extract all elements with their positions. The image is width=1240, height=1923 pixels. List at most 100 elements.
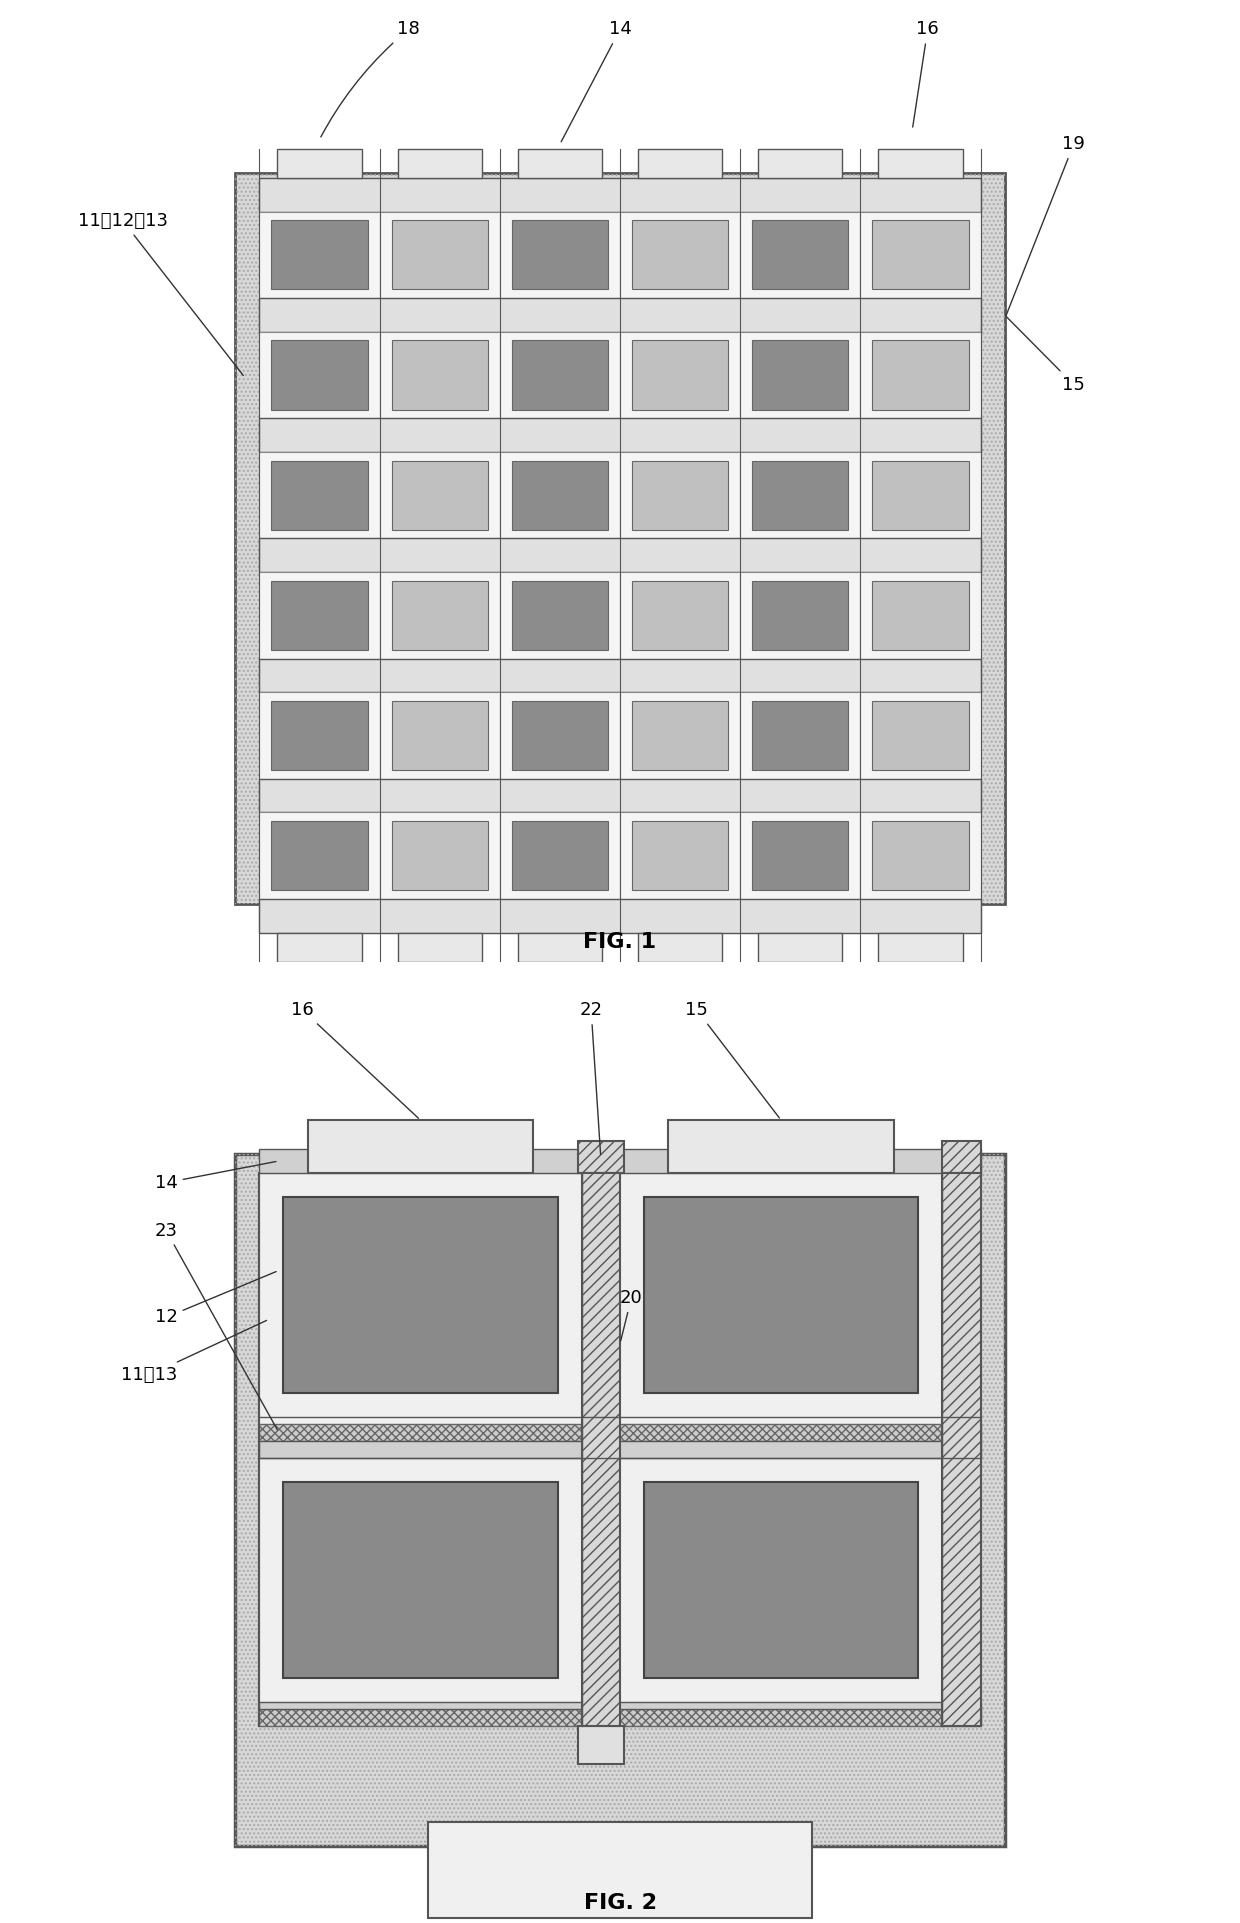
Bar: [272, 219, 367, 288]
Bar: [878, 148, 962, 177]
Bar: [668, 1119, 894, 1173]
Bar: [632, 340, 728, 410]
Text: FIG. 1: FIG. 1: [584, 933, 656, 952]
Bar: [236, 173, 1004, 904]
Bar: [518, 148, 601, 177]
Bar: [392, 821, 487, 890]
Bar: [392, 340, 487, 410]
Bar: [272, 821, 367, 890]
Bar: [259, 658, 981, 692]
Text: 15: 15: [686, 1002, 780, 1117]
Bar: [639, 933, 722, 962]
Bar: [518, 933, 601, 962]
Text: 15: 15: [1007, 317, 1085, 394]
Bar: [632, 700, 728, 769]
Bar: [942, 1140, 981, 1173]
Text: 14: 14: [155, 1161, 277, 1192]
Bar: [753, 821, 848, 890]
Bar: [512, 460, 608, 529]
Bar: [942, 1173, 981, 1727]
Bar: [873, 581, 968, 650]
Bar: [500, 212, 620, 298]
Bar: [500, 573, 620, 658]
Bar: [259, 212, 379, 298]
Bar: [873, 700, 968, 769]
Bar: [259, 1148, 981, 1173]
Bar: [758, 148, 842, 177]
Bar: [753, 460, 848, 529]
Bar: [878, 933, 962, 962]
Bar: [236, 1154, 1004, 1846]
Bar: [259, 1708, 981, 1727]
Bar: [620, 212, 740, 298]
Bar: [278, 148, 362, 177]
Bar: [259, 1423, 981, 1440]
Bar: [398, 148, 482, 177]
Bar: [620, 812, 740, 900]
Bar: [272, 340, 367, 410]
Text: 12: 12: [155, 1271, 277, 1327]
Bar: [753, 219, 848, 288]
Bar: [392, 581, 487, 650]
Bar: [620, 573, 740, 658]
Bar: [873, 460, 968, 529]
Bar: [861, 331, 981, 417]
Bar: [512, 821, 608, 890]
Bar: [259, 692, 379, 779]
Bar: [259, 573, 379, 658]
Text: 11、13: 11、13: [122, 1321, 267, 1385]
Bar: [392, 219, 487, 288]
Bar: [758, 933, 842, 962]
Text: 14: 14: [562, 21, 631, 142]
Bar: [272, 460, 367, 529]
Bar: [620, 452, 740, 538]
Bar: [236, 173, 1004, 904]
Text: 23: 23: [155, 1221, 278, 1429]
Bar: [379, 452, 500, 538]
Text: 19: 19: [1006, 135, 1085, 317]
Bar: [379, 692, 500, 779]
Bar: [500, 692, 620, 779]
Bar: [259, 538, 981, 573]
Bar: [512, 581, 608, 650]
Bar: [428, 1823, 812, 1919]
Bar: [259, 812, 379, 900]
Bar: [259, 1440, 981, 1458]
Bar: [861, 812, 981, 900]
Bar: [392, 700, 487, 769]
Bar: [379, 331, 500, 417]
Text: 20: 20: [620, 1288, 642, 1340]
Bar: [861, 573, 981, 658]
Bar: [308, 1119, 533, 1173]
Bar: [259, 1702, 981, 1708]
Bar: [500, 331, 620, 417]
Bar: [259, 900, 981, 933]
Bar: [578, 1140, 624, 1173]
Bar: [753, 340, 848, 410]
Bar: [632, 219, 728, 288]
Bar: [578, 1727, 624, 1765]
Bar: [644, 1196, 918, 1392]
Bar: [861, 212, 981, 298]
Text: 22: 22: [579, 1002, 603, 1154]
Bar: [632, 581, 728, 650]
Bar: [632, 460, 728, 529]
Bar: [861, 692, 981, 779]
Text: 18: 18: [321, 21, 420, 137]
Bar: [500, 452, 620, 538]
Bar: [620, 692, 740, 779]
Bar: [740, 812, 861, 900]
Bar: [236, 1154, 1004, 1846]
Bar: [740, 692, 861, 779]
Bar: [259, 1173, 981, 1727]
Bar: [740, 573, 861, 658]
Bar: [284, 1196, 558, 1392]
Bar: [379, 212, 500, 298]
Bar: [873, 821, 968, 890]
Bar: [582, 1173, 620, 1727]
Bar: [639, 148, 722, 177]
Bar: [259, 452, 379, 538]
Bar: [740, 331, 861, 417]
Bar: [379, 812, 500, 900]
Bar: [398, 933, 482, 962]
